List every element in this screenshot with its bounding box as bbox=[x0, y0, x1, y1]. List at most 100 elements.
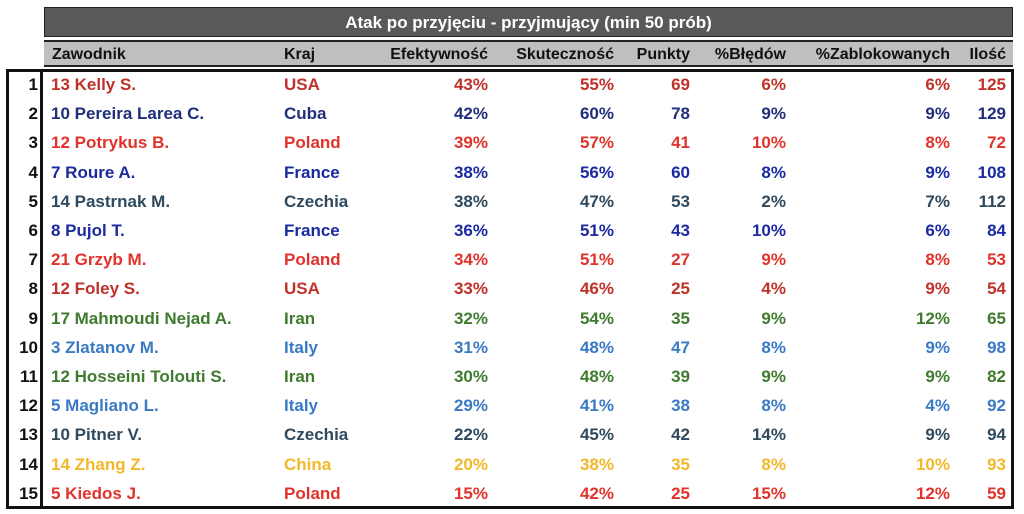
cell-blocked: 12% bbox=[915, 308, 950, 328]
table-row: 5 14 Pastrnak M. Czechia 38% 47% 53 2% 7% 112 bbox=[0, 187, 1008, 216]
cell-rank: 8 bbox=[28, 279, 38, 299]
cell-count: 92 bbox=[987, 396, 1006, 416]
cell-points: 25 bbox=[671, 483, 690, 503]
cell-country: USA bbox=[284, 279, 320, 299]
cell-blocked: 9% bbox=[925, 367, 950, 386]
cell-rank: 6 bbox=[28, 221, 38, 240]
cell-blocked: 10% bbox=[915, 454, 950, 474]
cell-player: 10 Pereira Larea C. bbox=[51, 104, 205, 124]
cell-points: 39 bbox=[671, 367, 690, 386]
cell-errors: 8% bbox=[761, 162, 786, 182]
table-row: 2 10 Pereira Larea C. Cuba 42% 60% 78 9% 9% 129 bbox=[0, 99, 1008, 128]
cell-player: 12 Foley S. bbox=[51, 279, 140, 299]
cell-points: 53 bbox=[671, 191, 690, 211]
cell-efficiency: 39% bbox=[453, 133, 488, 153]
table-row: 12 5 Magliano L. Italy 29% 41% 38 8% 4% 92 bbox=[0, 391, 1008, 420]
cell-count: 72 bbox=[987, 133, 1006, 153]
cell-effectiveness: 54% bbox=[579, 308, 614, 328]
cell-points: 25 bbox=[671, 279, 690, 299]
cell-errors: 15% bbox=[751, 483, 786, 503]
cell-country: Poland bbox=[284, 483, 341, 503]
cell-blocked: 9% bbox=[925, 337, 950, 357]
cell-country: Cuba bbox=[284, 104, 327, 124]
table-row: 4 7 Roure A. France 38% 56% 60 8% 9% 108 bbox=[0, 158, 1008, 187]
cell-country: Czechia bbox=[284, 191, 349, 211]
cell-efficiency: 15% bbox=[453, 483, 488, 503]
cell-rank: 1 bbox=[28, 75, 38, 94]
cell-blocked: 7% bbox=[925, 191, 950, 211]
cell-errors: 9% bbox=[761, 104, 786, 124]
rank-column-border bbox=[6, 69, 43, 509]
cell-country: France bbox=[284, 162, 340, 182]
cell-errors: 4% bbox=[761, 279, 786, 299]
cell-points: 43 bbox=[671, 221, 690, 240]
header-country: Kraj bbox=[284, 46, 316, 63]
cell-points: 69 bbox=[671, 75, 690, 94]
cell-count: 82 bbox=[987, 367, 1006, 386]
header-count: Ilość bbox=[969, 46, 1006, 63]
cell-errors: 14% bbox=[751, 425, 786, 445]
cell-count: 98 bbox=[987, 337, 1006, 357]
cell-rank: 11 bbox=[20, 367, 38, 386]
table-title: Atak po przyjęciu - przyjmujący (min 50 … bbox=[44, 7, 1013, 37]
table-header: Zawodnik Kraj Efektywność Skuteczność Pu… bbox=[44, 40, 1013, 67]
cell-efficiency: 36% bbox=[453, 221, 488, 240]
cell-errors: 10% bbox=[751, 221, 786, 240]
cell-count: 65 bbox=[987, 308, 1006, 328]
cell-country: France bbox=[284, 221, 340, 240]
cell-rank: 2 bbox=[28, 104, 38, 124]
cell-effectiveness: 42% bbox=[579, 483, 614, 503]
cell-rank: 12 bbox=[19, 396, 38, 416]
cell-rank: 5 bbox=[28, 191, 38, 211]
cell-player: 3 Zlatanov M. bbox=[51, 337, 159, 357]
cell-count: 53 bbox=[987, 250, 1006, 270]
cell-effectiveness: 45% bbox=[579, 425, 614, 445]
cell-points: 27 bbox=[671, 250, 690, 270]
cell-blocked: 9% bbox=[925, 425, 950, 445]
cell-points: 35 bbox=[671, 454, 690, 474]
cell-blocked: 8% bbox=[925, 133, 950, 153]
header-effectiveness: Skuteczność bbox=[516, 46, 614, 63]
cell-effectiveness: 38% bbox=[579, 454, 614, 474]
cell-errors: 8% bbox=[761, 337, 786, 357]
table-body-border bbox=[6, 69, 1014, 509]
cell-blocked: 12% bbox=[915, 483, 950, 503]
header-blocked: %Zablokowanych bbox=[815, 46, 950, 63]
table-row: 9 17 Mahmoudi Nejad A. Iran 32% 54% 35 9% 12% 65 bbox=[0, 304, 1008, 333]
cell-country: Italy bbox=[284, 396, 319, 416]
cell-blocked: 9% bbox=[925, 104, 950, 124]
cell-points: 60 bbox=[671, 162, 690, 182]
cell-count: 93 bbox=[987, 454, 1006, 474]
cell-efficiency: 34% bbox=[453, 250, 488, 270]
cell-points: 42 bbox=[671, 425, 690, 445]
cell-count: 59 bbox=[987, 483, 1006, 503]
header-errors: %Błędów bbox=[714, 46, 786, 63]
table-row: 14 14 Zhang Z. China 20% 38% 35 8% 10% 93 bbox=[0, 450, 1008, 479]
cell-effectiveness: 51% bbox=[579, 221, 614, 240]
header-efficiency: Efektywność bbox=[390, 46, 488, 63]
cell-count: 125 bbox=[977, 75, 1006, 94]
table-row: 15 5 Kiedos J. Poland 15% 42% 25 15% 12% 59 bbox=[0, 479, 1008, 508]
cell-player: 7 Roure A. bbox=[51, 162, 136, 182]
cell-errors: 8% bbox=[761, 454, 786, 474]
cell-player: 14 Zhang Z. bbox=[51, 454, 146, 474]
cell-player: 10 Pitner V. bbox=[51, 425, 143, 445]
cell-errors: 8% bbox=[761, 396, 786, 416]
table-row: 8 12 Foley S. USA 33% 46% 25 4% 9% 54 bbox=[0, 274, 1008, 303]
cell-effectiveness: 55% bbox=[579, 75, 614, 94]
cell-efficiency: 31% bbox=[453, 337, 488, 357]
cell-player: 13 Kelly S. bbox=[51, 75, 137, 94]
cell-effectiveness: 57% bbox=[579, 133, 614, 153]
cell-player: 5 Kiedos J. bbox=[51, 483, 141, 503]
cell-effectiveness: 48% bbox=[579, 367, 614, 386]
cell-count: 84 bbox=[987, 221, 1006, 240]
cell-player: 12 Potrykus B. bbox=[51, 133, 170, 153]
cell-points: 41 bbox=[671, 133, 690, 153]
cell-blocked: 9% bbox=[925, 279, 950, 299]
cell-effectiveness: 48% bbox=[579, 337, 614, 357]
cell-efficiency: 30% bbox=[453, 367, 488, 386]
header-points: Punkty bbox=[636, 46, 690, 63]
cell-rank: 9 bbox=[28, 308, 38, 328]
cell-country: Iran bbox=[284, 308, 316, 328]
table-row: 3 12 Potrykus B. Poland 39% 57% 41 10% 8% 72 bbox=[0, 128, 1008, 157]
